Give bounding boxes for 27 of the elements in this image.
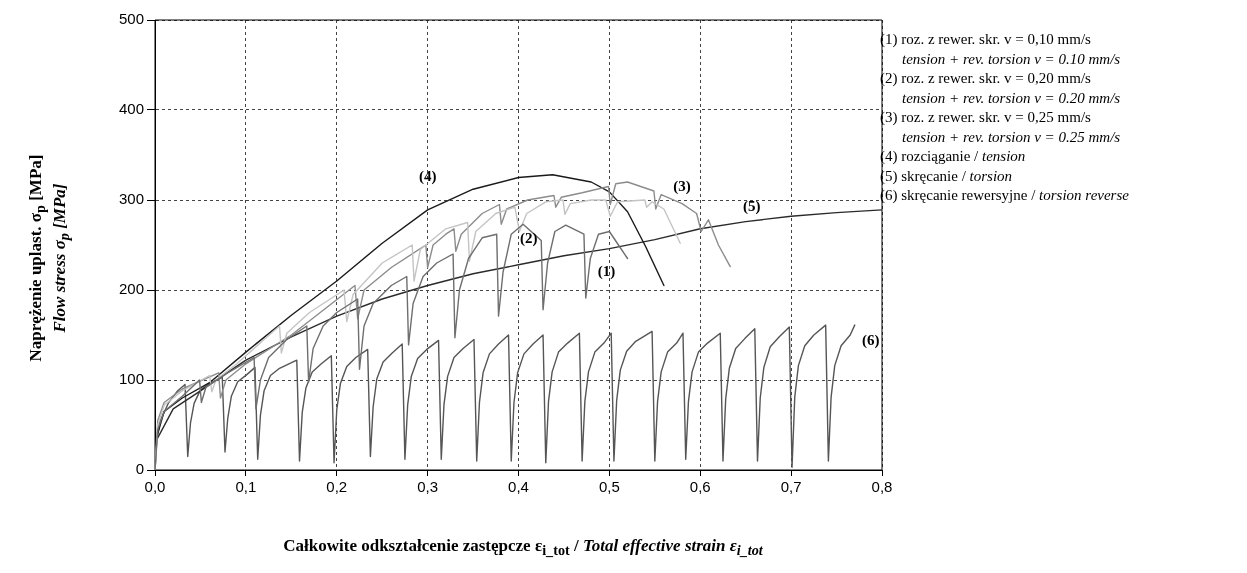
y-tick-label: 300 xyxy=(119,190,145,208)
series-label: (1) xyxy=(597,263,616,281)
series-label: (5) xyxy=(742,198,761,216)
x-tick-label: 0,6 xyxy=(689,478,711,496)
y-tick-label: 500 xyxy=(119,10,145,28)
x-tick-label: 0,0 xyxy=(144,478,166,496)
annotation: (1) roz. z rewer. skr. v = 0,10 mm/s tension + rev. torsion v = 0.10 mm/s xyxy=(880,30,1122,69)
annotation: (2) roz. z rewer. skr. v = 0,20 mm/s tension + rev. torsion v = 0.20 mm/s xyxy=(880,69,1122,108)
series-label: (4) xyxy=(418,167,437,185)
x-tick-label: 0,3 xyxy=(417,478,439,496)
series-label: (3) xyxy=(673,178,691,196)
x-tick-label: 0,1 xyxy=(235,478,257,496)
x-tick-label: 0,2 xyxy=(326,478,348,496)
y-tick-label: 200 xyxy=(119,280,145,298)
x-tick-label: 0,5 xyxy=(598,478,620,496)
x-tick-label: 0,7 xyxy=(780,478,802,496)
annotation: (6) skręcanie rewersyjne / torsion reverse xyxy=(880,187,1129,203)
y-tick-label: 100 xyxy=(119,370,145,388)
x-axis-title: Całkowite odkształcenie zastępcze ε$_{i_tot}$ / Total effective strain ε$_{i_tot}$ xyxy=(283,536,763,559)
y-tick-label: 400 xyxy=(119,100,145,118)
y-tick-label: 0 xyxy=(135,460,145,478)
x-tick-label: 0,8 xyxy=(871,478,893,496)
annotation: (5) skręcanie / torsion xyxy=(880,167,1013,184)
series-label: (6) xyxy=(861,331,880,349)
x-tick-label: 0,4 xyxy=(508,478,529,496)
annotation: (4) rozciąganie / tension xyxy=(880,148,1026,164)
series-label: (2) xyxy=(519,230,538,248)
